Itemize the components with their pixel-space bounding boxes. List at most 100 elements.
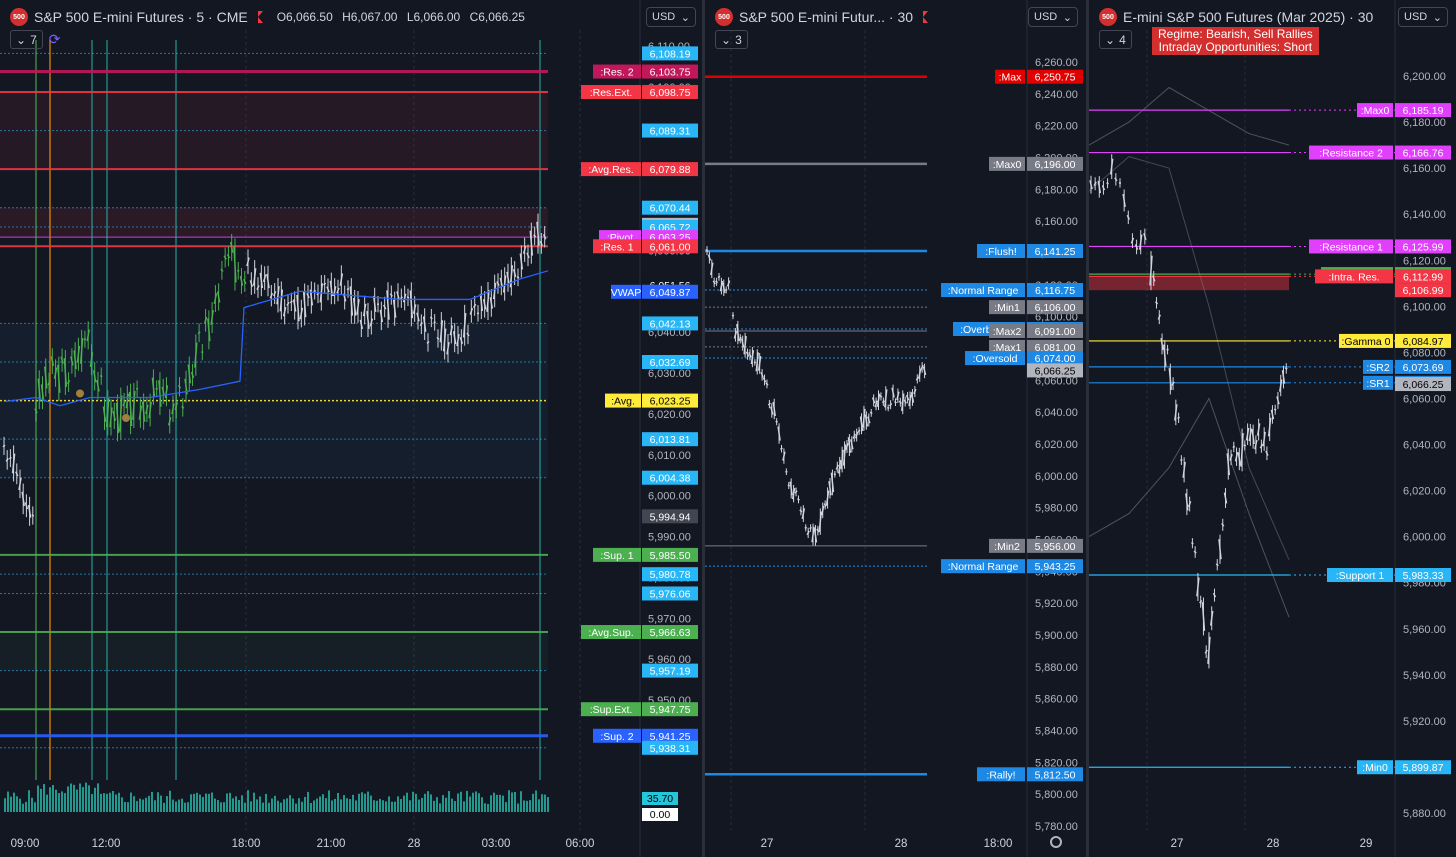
price-label-bg [642,432,698,447]
volume-bar [196,792,198,812]
white-candle-body [871,397,876,404]
mid-chart-pane[interactable]: 6,260.006,240.006,220.006,200.006,180.00… [705,0,1086,857]
price-label-bg [642,547,698,562]
mid-indicators-toggle[interactable]: ⌄ 3 [715,30,748,49]
flag-icon[interactable] [923,11,929,23]
price-label-bg [1395,145,1451,160]
right-chart-pane[interactable]: 6,200.00 6,180.00 6,160.00 6,140.00 6,120.00… [1089,0,1456,857]
price-label: 6,013.81 [650,434,691,446]
price-label-bg [642,355,698,370]
left-chart-pane[interactable]: 6,110.006,100.006,090.006,080.006,070.00… [0,0,702,857]
left-chart-title[interactable]: S&P 500 E-mini Futures · 5 · CME [34,9,248,25]
right-indicators-toggle[interactable]: ⌄ 4 [1099,30,1132,49]
flag-icon[interactable] [257,11,263,23]
pane-divider[interactable] [702,0,705,857]
white-candle-body [743,335,747,355]
indicators-collapse-button[interactable]: ⌄ 4 [1099,30,1132,49]
right-currency-select[interactable]: USD ⌄ [1398,7,1448,27]
left-currency-select[interactable]: USD ⌄ [646,7,696,27]
price-label: 5,983.33 [1403,570,1444,582]
volume-bar [169,790,171,812]
volume-bar [502,795,504,812]
white-candle-body [806,530,810,536]
price-label-bg [1027,283,1083,298]
white-candle-body [813,528,818,543]
volume-bar [238,800,240,812]
y-tick-label: 6,060.00 [1403,393,1446,405]
indicators-collapse-button[interactable]: ⌄ 3 [715,30,748,49]
level-name-bg [1357,760,1393,775]
price-label-bg [642,728,698,743]
price-label-bg [1395,359,1451,374]
mid-currency-select[interactable]: USD ⌄ [1028,7,1078,27]
y-tick-label: 6,020.00 [648,409,691,421]
chevron-down-icon: ⌄ [1062,11,1072,24]
white-candle-body [359,319,364,330]
price-label: 6,185.19 [1403,105,1444,117]
white-candle-body [356,299,360,315]
ohlc-low: L6,066.00 [406,10,461,24]
volume-bar [124,801,126,812]
volume-bar [451,798,453,812]
volume-bar [49,787,51,812]
left-chart-canvas[interactable]: 6,110.006,100.006,090.006,080.006,070.00… [0,0,702,857]
y-tick-label: 5,960.00 [648,654,691,666]
right-chart-title[interactable]: E-mini S&P 500 Futures (Mar 2025) · 30 [1123,9,1374,25]
volume-bar [418,799,420,812]
volume-bar [259,796,261,812]
white-candle-body [850,439,854,450]
y-tick-label: 5,880.00 [1035,662,1078,674]
right-chart-canvas[interactable]: 6,200.00 6,180.00 6,160.00 6,140.00 6,120.00… [1089,0,1456,857]
volume-bar [181,798,183,812]
volume-bar [376,800,378,812]
white-candle-body [372,295,377,312]
price-label: 6,066.25 [1403,379,1444,391]
volume-bar [46,794,48,812]
x-tick-label: 06:00 [566,838,595,850]
white-candle-body [874,400,878,408]
mid-chart-title[interactable]: S&P 500 E-mini Futur... · 30 [739,9,914,25]
white-candle-body [506,271,510,284]
price-label: 5,966.63 [650,627,691,639]
price-label: 6,084.97 [1403,336,1444,348]
price-label-bg [1027,69,1083,84]
white-candle-body [282,307,287,317]
y-tick-label: 6,000.00 [648,491,691,503]
white-candle-body [412,304,417,314]
green-candle-body [70,356,74,366]
level-name-bg [941,283,1025,298]
volume-bar [178,799,180,812]
level-name-bg [1363,359,1393,374]
left-indicators-toggle[interactable]: ⌄ 7 ⟳ [10,30,60,49]
volume-bar [244,802,246,812]
white-candle-body [722,282,726,294]
mid-chart-canvas[interactable]: 6,260.006,240.006,220.006,200.006,180.00… [705,0,1086,857]
volume-bar [391,801,393,812]
white-candle-body [1262,431,1266,447]
right-chart-title-bar: 500 E-mini S&P 500 Futures (Mar 2025) · … [1099,8,1373,26]
price-label-bg [642,625,698,640]
volume-bar [310,802,312,812]
white-candle-body [1126,214,1130,220]
green-candle-body [171,403,175,414]
pane-divider[interactable] [1086,0,1089,857]
volume-bar [187,802,189,812]
volume-bar [202,797,204,812]
y-tick-label: 5,820.00 [1035,757,1078,769]
white-candle-body [738,336,742,341]
level-name-bg [1315,269,1393,284]
sync-icon[interactable]: ⟳ [48,31,61,47]
volume-bar [229,792,231,812]
white-candle-body [1193,550,1197,554]
volume-bar [328,790,330,812]
price-label: 5,976.06 [650,588,691,600]
settings-gear-icon[interactable] [1050,836,1062,848]
white-candle-body [1276,396,1280,405]
level-name: :Normal Range [948,561,1019,573]
indicators-collapse-button[interactable]: ⌄ 7 [10,30,43,49]
volume-bar [517,803,519,812]
volume-bar [274,795,276,812]
white-candle-body [1221,522,1225,527]
volume-bar [136,801,138,812]
pre-candle-body [15,471,19,477]
